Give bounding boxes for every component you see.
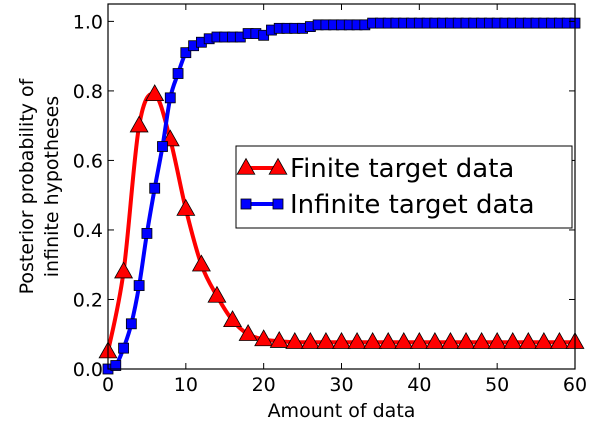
legend-label: Finite target data [290,154,514,184]
x-tick-label: 50 [485,374,509,396]
legend-box [235,145,573,229]
legend-marker [268,157,288,175]
y-tick-label: 1.0 [73,11,103,33]
data-point [285,332,305,349]
data-point [425,332,445,349]
x-tick-label: 40 [407,374,431,396]
data-point [118,342,129,354]
data-point [133,280,145,291]
data-point [129,115,149,133]
data-point [456,332,476,349]
legend-marker [240,198,252,210]
data-point [440,332,460,349]
data-point [472,332,492,349]
data-point [191,254,211,272]
data-point [254,329,274,347]
data-point [347,332,367,349]
x-tick-label: 10 [174,374,198,396]
legend: Finite target data Infinite target data [235,145,573,229]
data-point [114,261,134,279]
data-point [300,332,320,349]
legend-item: Finite target data [236,154,514,184]
series-layer [98,17,585,375]
data-point [207,285,227,303]
data-point [487,332,507,349]
data-point [316,332,336,349]
data-point [164,92,176,104]
data-point [518,332,538,349]
x-axis-label: Amount of data [268,400,416,422]
data-point [176,198,196,216]
data-point [180,47,192,59]
data-point [223,310,243,328]
data-point [110,360,122,371]
legend-items: Finite target data Infinite target data [236,154,535,220]
data-point [145,84,165,102]
y-tick-label: 0.2 [73,289,103,311]
series-triangle [98,84,585,359]
data-point [331,332,352,349]
legend-item: Infinite target data [240,190,535,220]
data-point [238,324,258,341]
series-square [102,17,581,375]
data-point [409,332,429,349]
data-point [157,141,168,152]
data-point [534,332,554,349]
ticks-layer: 0 10 20 30 40 50 60 0.0 0.2 0.4 0.6 0.8 1.0 [73,4,587,396]
data-point [141,228,153,239]
legend-marker [272,198,284,210]
legend-marker [236,157,256,175]
x-tick-label: 20 [252,374,276,396]
legend-label: Infinite target data [290,190,535,220]
x-tick-label: 0 [102,374,114,396]
data-point [503,332,523,349]
data-point [549,332,569,349]
x-tick-label: 30 [329,374,353,396]
y-tick-label: 0.8 [73,81,103,103]
y-tick-label: 0.6 [73,150,103,172]
data-point [363,332,383,349]
data-point [378,332,398,349]
data-point [149,182,161,194]
data-point [172,68,184,79]
data-point [125,318,137,330]
y-tick-label: 0.4 [73,220,103,242]
y-axis-label-line-1: Posterior probability of [16,77,38,294]
y-tick-label: 0.0 [73,359,103,381]
y-axis-label-line-2: infinite hypotheses [41,96,63,277]
data-point [269,330,289,348]
data-point [394,332,414,349]
x-tick-label: 60 [563,374,587,396]
